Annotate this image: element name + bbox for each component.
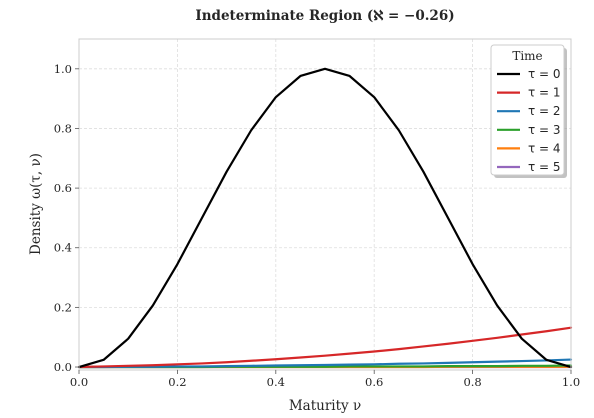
y-tick-label: 0.8 [54, 121, 72, 135]
series-line-tau-1 [77, 326, 573, 369]
legend: Time τ = 0 τ = 1 τ = 2 τ = 3 τ = 4 τ = 5 [490, 44, 567, 178]
x-tick-label: 0.2 [168, 375, 186, 389]
legend-label: τ = 2 [528, 104, 561, 118]
axis-ticks: 0.0 0.2 0.4 0.6 0.8 1.0 0.0 0.2 0.4 0.6 0.8 1.0 [54, 62, 580, 389]
legend-label: τ = 5 [528, 160, 561, 174]
y-tick-label: 0.2 [54, 300, 72, 314]
series-line-tau-0 [77, 67, 573, 369]
y-tick-label: 1.0 [54, 62, 72, 76]
x-tick-label: 0.4 [267, 375, 285, 389]
legend-item: τ = 1 [497, 86, 561, 100]
series-line-tau-2 [77, 358, 573, 369]
x-axis-label: Maturity ν [289, 398, 361, 414]
legend-label: τ = 0 [528, 67, 561, 81]
legend-item: τ = 5 [497, 160, 561, 174]
legend-label: τ = 1 [528, 86, 561, 100]
x-tick-label: 0.6 [365, 375, 383, 389]
legend-item: τ = 0 [497, 67, 561, 81]
plot-area-border [78, 38, 572, 371]
x-tick-label: 1.0 [562, 375, 580, 389]
legend-label: τ = 3 [528, 123, 561, 137]
y-tick-label: 0.6 [54, 181, 72, 195]
y-axis-label: Density ω(τ, ν) [28, 153, 44, 255]
legend-item: τ = 2 [497, 104, 561, 118]
y-tick-label: 0.4 [54, 241, 72, 255]
legend-item: τ = 3 [497, 123, 561, 137]
x-tick-label: 0.8 [463, 375, 481, 389]
plot-frame [78, 38, 572, 371]
series-layer [77, 67, 573, 369]
legend-box [490, 44, 565, 176]
legend-title: Time [512, 49, 542, 63]
chart-title: Indeterminate Region (ℵ = −0.26) [195, 8, 454, 24]
legend-label: τ = 4 [528, 141, 561, 155]
legend-item: τ = 4 [497, 141, 561, 155]
y-tick-label: 0.0 [54, 360, 72, 374]
x-tick-label: 0.0 [70, 375, 88, 389]
legend-items: τ = 0 τ = 1 τ = 2 τ = 3 τ = 4 τ = 5 [497, 67, 561, 174]
